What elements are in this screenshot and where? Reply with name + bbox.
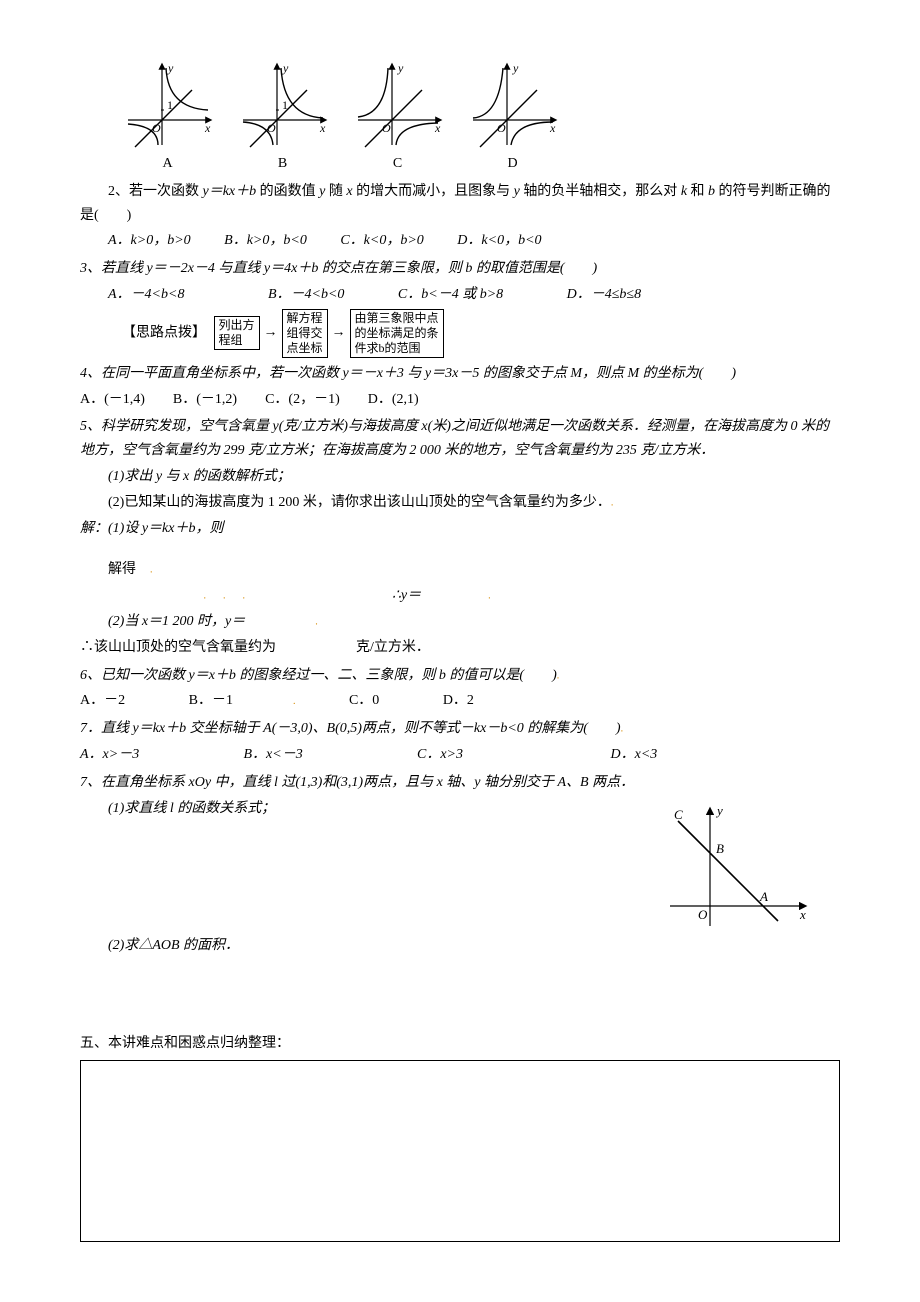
svg-text:y: y <box>282 61 289 75</box>
q3-opt-a: A．－4<b<8 <box>108 287 184 302</box>
dot-icon: . <box>223 590 226 601</box>
svg-text:x: x <box>549 121 556 135</box>
svg-text:B: B <box>716 841 724 856</box>
q5-sol-a: 解：(1)设 y＝kx＋b，则 <box>80 517 840 541</box>
q6-opt-d: D．2 <box>443 689 474 713</box>
q5-sub2: (2)已知某山的海拔高度为 1 200 米，请你求出该山山顶处的空气含氧量约为多… <box>80 491 840 515</box>
blank-work-area-2 <box>80 960 840 1030</box>
q5-sol-d: (2)当 x＝1 200 时，y＝. <box>80 610 840 634</box>
dot-icon: . <box>621 723 624 734</box>
dot-icon: . <box>243 590 246 601</box>
q2-opt-b: B．k>0，b<0 <box>224 233 307 248</box>
q5-sub1: (1)求出 y 与 x 的函数解析式； <box>80 465 840 489</box>
dot-icon: . <box>293 693 296 710</box>
dot-icon: . <box>315 616 318 627</box>
q3-opt-c: C．b<－4 或 b>8 <box>398 287 503 302</box>
q2-opt-c: C．k<0，b>0 <box>340 233 423 248</box>
svg-text:x: x <box>799 907 806 922</box>
graph-label-d: D <box>465 152 560 176</box>
triangle-diagram: x y O A B C <box>660 801 810 940</box>
dot-icon: . <box>488 590 491 601</box>
q6-stem: 6、已知一次函数 y＝x＋b 的图象经过一、二、三象限，则 b 的值可以是( )… <box>80 664 840 688</box>
graph-a-svg: x y O 1 <box>120 60 215 150</box>
q7a-stem: 7．直线 y＝kx＋b 交坐标轴于 A(－3,0)、B(0,5)两点，则不等式－… <box>80 717 840 741</box>
axis-y-label: y <box>167 61 174 75</box>
svg-text:C: C <box>674 807 683 822</box>
q6-opt-b: B．－1 <box>189 689 233 713</box>
q2-opt-d: D．k<0，b<0 <box>457 233 541 248</box>
q7a-options: A．x>－3 B．x<－3 C．x>3 D．x<3 <box>80 743 840 767</box>
graph-b-svg: x y O 1 <box>235 60 330 150</box>
q6-opt-c: C．0 <box>349 689 379 713</box>
blank-line <box>80 542 840 556</box>
q5-stem: 5、科学研究发现，空气含氧量 y(克/立方米)与海拔高度 x(米)之间近似地满足… <box>80 415 840 463</box>
q4-options: A．(－1,4) B．(－1,2) C．(2，－1) D．(2,1) <box>80 388 840 412</box>
section-5-heading: 五、本讲难点和困惑点归纳整理： <box>80 1032 840 1056</box>
dot-icon: . <box>204 590 207 601</box>
svg-text:y: y <box>512 61 519 75</box>
q6-opt-a: A．－2 <box>80 689 125 713</box>
flow-box-3: 由第三象限中点 的坐标满足的条 件求b的范围 <box>350 309 444 358</box>
q3-stem: 3、若直线 y＝－2x－4 与直线 y＝4x＋b 的交点在第三象限，则 b 的取… <box>80 257 840 281</box>
dot-icon: . <box>150 565 153 576</box>
q3-opt-d: D．－4≤b≤8 <box>567 287 641 302</box>
q2-stem: 2、若一次函数 y＝kx＋b 的函数值 y 随 x 的增大而减小，且图象与 y … <box>80 180 840 228</box>
graph-c-svg: x y O <box>350 60 445 150</box>
q3-options: A．－4<b<8 B．－4<b<0 C．b<－4 或 b>8 D．－4≤b≤8 <box>108 283 840 307</box>
svg-text:y: y <box>715 803 723 818</box>
svg-text:A: A <box>759 889 768 904</box>
q7a-opt-a: A．x>－3 <box>80 743 240 767</box>
q5-sol-b: 解得 . <box>80 558 840 582</box>
q7b-stem: 7、在直角坐标系 xOy 中，直线 l 过(1,3)和(3,1)两点，且与 x … <box>80 771 840 795</box>
arrow-icon: → <box>332 321 346 345</box>
graph-label-a: A <box>120 152 215 176</box>
graph-option-d: x y O D <box>465 60 560 176</box>
q3-hint-row: 【思路点拨】 列出方 程组 → 解方程 组得交 点坐标 → 由第三象限中点 的坐… <box>122 309 840 358</box>
q4-stem: 4、在同一平面直角坐标系中，若一次函数 y＝－x＋3 与 y＝3x－5 的图象交… <box>80 362 840 386</box>
arrow-icon: → <box>264 321 278 345</box>
q2-options: A．k>0，b>0 B．k>0，b<0 C．k<0，b>0 D．k<0，b<0 <box>108 229 840 253</box>
flow-box-1: 列出方 程组 <box>214 316 260 350</box>
q7a-opt-c: C．x>3 <box>417 743 607 767</box>
dot-icon: . <box>611 497 614 508</box>
summary-box <box>80 1060 840 1242</box>
graph-label-b: B <box>235 152 330 176</box>
svg-text:x: x <box>319 121 326 135</box>
graph-d-svg: x y O <box>465 60 560 150</box>
q6-options: A．－2 B．－1. C．0 D．2 <box>80 689 840 713</box>
q7a-opt-d: D．x<3 <box>611 747 658 762</box>
graph-option-a: x y O 1 A <box>120 60 215 176</box>
q3-opt-b: B．－4<b<0 <box>268 287 344 302</box>
flow-box-2: 解方程 组得交 点坐标 <box>282 309 328 358</box>
q5-sol-c-row: . . . ∴y＝ . <box>80 584 840 608</box>
q3-hint-label: 【思路点拨】 <box>122 326 206 341</box>
answer-graphs-row: x y O 1 A x y O 1 B <box>120 60 840 176</box>
graph-option-b: x y O 1 B <box>235 60 330 176</box>
graph-label-c: C <box>350 152 445 176</box>
svg-text:O: O <box>698 907 708 922</box>
q7a-opt-b: B．x<－3 <box>244 743 414 767</box>
axis-x-label: x <box>204 121 211 135</box>
q5-sol-e: ∴该山山顶处的空气含氧量约为克/立方米． <box>80 636 840 660</box>
graph-option-c: x y O C <box>350 60 445 176</box>
svg-text:y: y <box>397 61 404 75</box>
dot-icon: . <box>557 670 560 681</box>
q2-opt-a: A．k>0，b>0 <box>108 233 191 248</box>
